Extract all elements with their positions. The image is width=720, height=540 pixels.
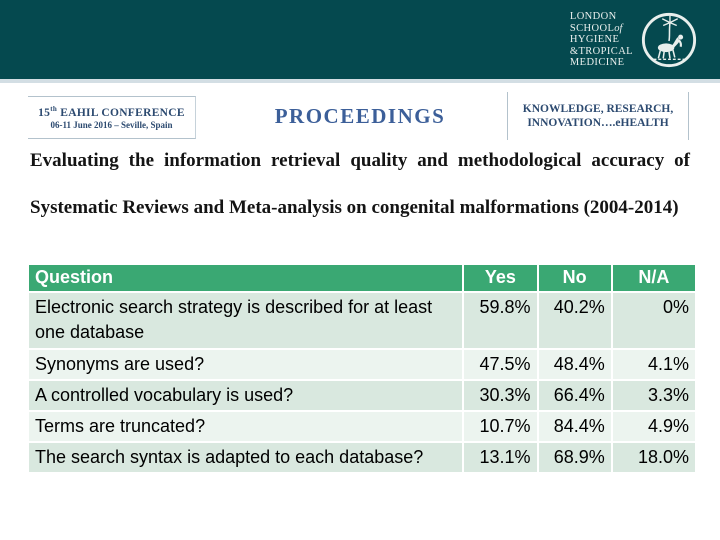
- na-cell: 0%: [612, 293, 695, 348]
- table-header-row: Question Yes No N/A: [29, 265, 695, 291]
- table-row: Electronic search strategy is described …: [29, 293, 695, 348]
- knowledge-banner: KNOWLEDGE, RESEARCH, INNOVATION….eHEALTH: [507, 92, 689, 140]
- na-cell: 3.3%: [612, 381, 695, 410]
- lshtm-logo-wordmark: LONDON SCHOOLof HYGIENE &TROPICAL MEDICI…: [570, 11, 633, 69]
- table-row: Synonyms are used? 47.5% 48.4% 4.1%: [29, 350, 695, 379]
- na-cell: 4.9%: [612, 412, 695, 441]
- na-cell: 18.0%: [612, 443, 695, 472]
- question-cell: Synonyms are used?: [29, 350, 463, 379]
- no-cell: 66.4%: [538, 381, 611, 410]
- column-header-question: Question: [29, 265, 463, 291]
- question-cell: A controlled vocabulary is used?: [29, 381, 463, 410]
- paper-title-line1: Evaluating the information retrieval qua…: [30, 150, 690, 171]
- no-cell: 68.9%: [538, 443, 611, 472]
- lshtm-logo: LONDON SCHOOLof HYGIENE &TROPICAL MEDICI…: [570, 11, 698, 69]
- knowledge-line: KNOWLEDGE, RESEARCH,: [522, 103, 674, 115]
- logo-line: HYGIENE: [569, 34, 620, 46]
- column-header-no: No: [538, 265, 611, 291]
- no-cell: 84.4%: [538, 412, 611, 441]
- yes-cell: 10.7%: [464, 412, 537, 441]
- logo-line: SCHOOLof: [569, 22, 623, 34]
- logo-line: &TROPICAL: [569, 45, 633, 57]
- paper-title-line2: Systematic Reviews and Meta-analysis on …: [30, 197, 679, 218]
- na-cell: 4.1%: [612, 350, 695, 379]
- table-row: Terms are truncated? 10.7% 84.4% 4.9%: [29, 412, 695, 441]
- column-header-na: N/A: [612, 265, 695, 291]
- column-header-yes: Yes: [464, 265, 537, 291]
- results-table: Question Yes No N/A Electronic search st…: [27, 263, 697, 474]
- proceedings-heading: PROCEEDINGS: [274, 104, 446, 128]
- conference-name: 15th EAHIL CONFERENCE: [38, 105, 185, 119]
- logo-line: MEDICINE: [569, 57, 625, 69]
- question-cell: Terms are truncated?: [29, 412, 463, 441]
- table-row: The search syntax is adapted to each dat…: [29, 443, 695, 472]
- paper-title: Evaluating the information retrieval qua…: [30, 150, 690, 244]
- conference-dates: 06-11 June 2016 – Seville, Spain: [50, 119, 173, 130]
- conference-banner: 15th EAHIL CONFERENCE 06-11 June 2016 – …: [28, 96, 196, 139]
- yes-cell: 59.8%: [464, 293, 537, 348]
- yes-cell: 30.3%: [464, 381, 537, 410]
- yes-cell: 47.5%: [464, 350, 537, 379]
- no-cell: 48.4%: [538, 350, 611, 379]
- table-row: A controlled vocabulary is used? 30.3% 6…: [29, 381, 695, 410]
- knowledge-line: INNOVATION….eHEALTH: [527, 117, 669, 129]
- question-cell: Electronic search strategy is described …: [29, 293, 463, 348]
- top-banner: LONDON SCHOOLof HYGIENE &TROPICAL MEDICI…: [0, 0, 720, 83]
- lshtm-crest-icon: [641, 12, 697, 68]
- no-cell: 40.2%: [538, 293, 611, 348]
- question-cell: The search syntax is adapted to each dat…: [29, 443, 463, 472]
- logo-line: LONDON: [569, 11, 617, 23]
- yes-cell: 13.1%: [464, 443, 537, 472]
